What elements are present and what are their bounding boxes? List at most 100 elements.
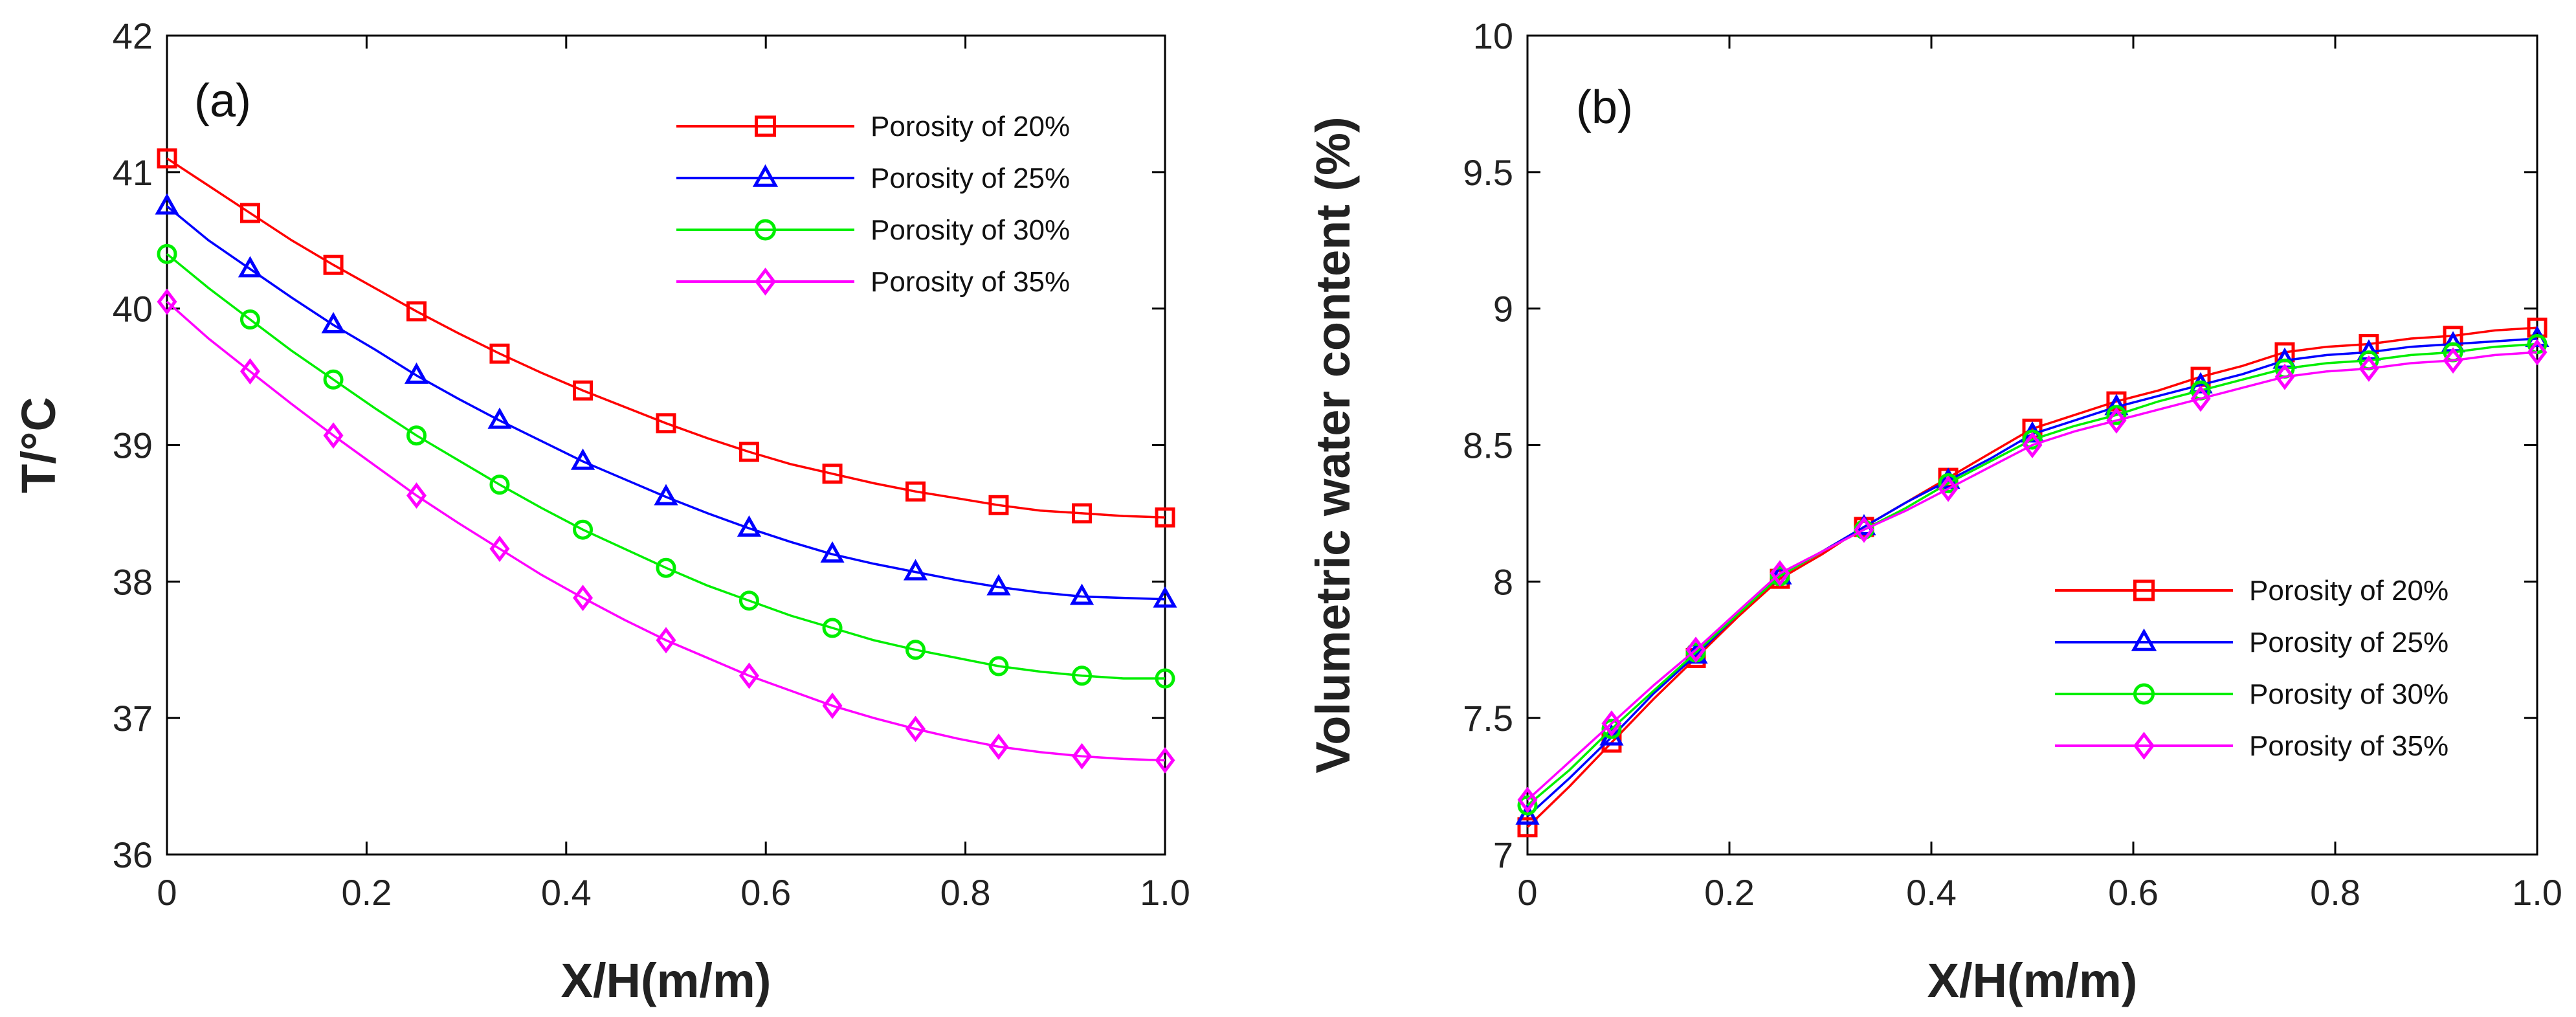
data-point-marker — [239, 203, 260, 223]
x-tick-label: 0.2 — [341, 872, 392, 913]
data-point-marker — [573, 519, 594, 540]
x-tick-label: 0.2 — [1704, 872, 1755, 913]
x-tick-label: 0.8 — [940, 872, 991, 913]
x-tick-label: 0 — [157, 872, 177, 913]
x-tick-label: 0.4 — [1906, 872, 1957, 913]
panel-label: (b) — [1576, 82, 1633, 133]
series-1 — [157, 148, 1175, 528]
data-point-marker — [986, 574, 1011, 596]
data-point-marker — [822, 464, 843, 484]
data-point-marker — [157, 288, 177, 315]
data-point-marker — [738, 441, 759, 462]
x-axis-label: X/H(m/m) — [1927, 954, 2138, 1007]
data-point-marker — [1854, 516, 1874, 543]
y-tick-label: 39 — [113, 425, 153, 466]
legend-label: Porosity of 25% — [871, 162, 1070, 194]
legend: Porosity of 20% Porosity of 25% Porosity o… — [676, 111, 1070, 298]
legend-label: Porosity of 20% — [871, 111, 1070, 142]
y-tick-label: 10 — [1473, 16, 1513, 56]
legend-marker — [752, 164, 779, 187]
data-point-marker — [489, 535, 510, 563]
series-line — [1526, 351, 2538, 801]
legend-marker — [755, 267, 776, 296]
data-point-marker — [737, 515, 762, 537]
x-tick-label: 1.0 — [2512, 872, 2562, 913]
data-point-marker — [321, 311, 346, 333]
legend-marker — [755, 219, 776, 241]
x-tick-label: 0.6 — [740, 872, 791, 913]
data-point-marker — [489, 475, 510, 495]
y-axis-label: T/°C — [12, 397, 65, 493]
panel-b: 0 0.2 0.4 0.6 0.8 1.0 7 7.5 8 8.5 9 9.5 10 X/H(m/m) Vo… — [1306, 16, 2562, 1007]
data-point-marker — [738, 590, 759, 611]
data-point-marker — [988, 656, 1009, 676]
data-point-marker — [573, 380, 594, 401]
data-point-marker — [1072, 665, 1093, 686]
legend-label: Porosity of 35% — [2249, 730, 2448, 762]
data-point-marker — [2274, 363, 2295, 390]
x-tick-label: 0.6 — [2108, 872, 2159, 913]
data-point-marker — [1153, 586, 1177, 608]
data-point-marker — [238, 256, 263, 278]
y-tick-label: 38 — [113, 561, 153, 602]
data-point-marker — [1072, 743, 1093, 770]
y-tick-label: 7 — [1493, 834, 1513, 875]
plot-frame — [166, 34, 1166, 856]
data-point-marker — [323, 422, 344, 449]
data-point-marker — [157, 148, 177, 169]
series-3 — [157, 243, 1175, 689]
data-point-marker — [157, 243, 177, 264]
data-point-marker — [2527, 339, 2548, 366]
x-tick-label: 0 — [1517, 872, 1537, 913]
data-point-marker — [2022, 429, 2043, 450]
data-point-marker — [2106, 407, 2127, 434]
data-point-marker — [1517, 795, 1538, 816]
data-point-marker — [2104, 394, 2129, 416]
legend-marker — [2131, 628, 2157, 651]
data-point-marker — [1601, 710, 1622, 737]
data-point-marker — [654, 484, 678, 506]
data-point-marker — [905, 715, 926, 743]
series-line — [166, 252, 1165, 680]
data-point-marker — [2359, 355, 2379, 382]
data-point-marker — [487, 407, 512, 429]
legend-label: Porosity of 30% — [871, 214, 1070, 246]
y-tick-label: 37 — [113, 698, 153, 739]
legend-label: Porosity of 30% — [2249, 678, 2448, 710]
data-point-marker — [1936, 467, 1960, 489]
data-point-marker — [155, 193, 179, 215]
data-point-marker — [573, 585, 594, 612]
series-4 — [157, 288, 1175, 774]
data-point-marker — [323, 369, 344, 390]
data-point-marker — [656, 627, 676, 654]
data-point-marker — [903, 559, 928, 581]
data-point-marker — [570, 448, 595, 470]
data-point-marker — [822, 692, 843, 719]
legend-marker — [2133, 683, 2155, 705]
data-point-marker — [1072, 503, 1093, 524]
data-point-marker — [1517, 817, 1538, 838]
series-4 — [1517, 339, 2548, 814]
y-tick-label: 8 — [1493, 561, 1513, 602]
data-point-marker — [1515, 803, 1540, 825]
y-tick-label: 42 — [113, 16, 153, 56]
data-point-marker — [323, 254, 344, 275]
y-tick-label: 9 — [1493, 289, 1513, 330]
legend-label: Porosity of 35% — [871, 266, 1070, 298]
data-point-marker — [406, 425, 427, 446]
legend-marker — [755, 115, 776, 137]
data-point-marker — [239, 358, 260, 385]
y-tick-label: 40 — [113, 289, 153, 330]
y-tick-label: 7.5 — [1463, 698, 1513, 739]
data-point-marker — [988, 733, 1009, 760]
x-tick-label: 0.8 — [2310, 872, 2360, 913]
data-point-marker — [239, 309, 260, 330]
series-line — [166, 300, 1166, 762]
data-point-marker — [2106, 405, 2127, 425]
legend-label: Porosity of 20% — [2249, 575, 2448, 607]
y-axis-label: Volumetric water content (%) — [1306, 117, 1360, 773]
series-line — [166, 157, 1166, 519]
data-point-marker — [489, 343, 510, 364]
data-point-marker — [1155, 668, 1175, 689]
